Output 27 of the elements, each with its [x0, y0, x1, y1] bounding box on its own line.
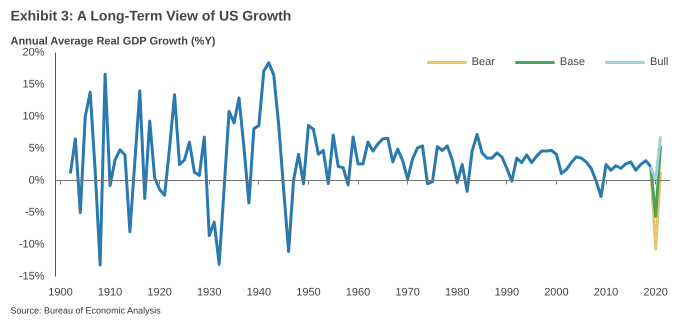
- x-tick-label: 1970: [395, 286, 420, 298]
- y-axis-title: Annual Average Real GDP Growth (%Y): [10, 36, 216, 48]
- x-tick-label: 1910: [98, 286, 122, 298]
- x-tick-label: 1960: [346, 286, 370, 298]
- y-tick-label: 10%: [22, 110, 45, 122]
- chart-title: Exhibit 3: A Long-Term View of US Growth: [10, 8, 292, 24]
- y-tick-label: 0%: [28, 174, 45, 186]
- source-note: Source: Bureau of Economic Analysis: [10, 306, 162, 316]
- x-tick-label: 1990: [494, 286, 520, 298]
- y-tick-label: -5%: [24, 206, 45, 218]
- y-tick-label: 5%: [28, 142, 45, 154]
- x-tick-label: 2020: [643, 286, 668, 298]
- y-tick-label: 20%: [22, 46, 45, 58]
- x-tick-label: 2000: [544, 286, 569, 298]
- x-tick-label: 1950: [296, 286, 321, 298]
- legend-label: Base: [560, 56, 585, 68]
- x-tick-label: 1920: [147, 286, 172, 298]
- x-tick-label: 1900: [48, 286, 73, 298]
- y-tick-label: 15%: [22, 78, 45, 90]
- y-tick-label: -10%: [18, 238, 45, 250]
- x-tick-label: 1980: [445, 286, 470, 298]
- legend-label: Bear: [472, 56, 495, 68]
- x-tick-label: 2010: [594, 286, 618, 298]
- x-tick-label: 1940: [246, 286, 272, 298]
- legend-label: Bull: [650, 56, 670, 68]
- y-tick-label: -15%: [18, 270, 45, 282]
- x-tick-label: 1930: [197, 286, 222, 298]
